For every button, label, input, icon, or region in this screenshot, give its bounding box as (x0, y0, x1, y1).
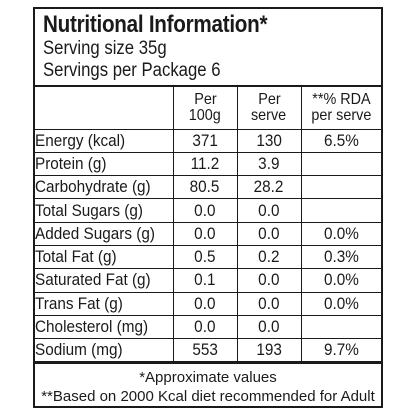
footnote-approximate: *Approximate values (139, 369, 277, 386)
nutrient-name: Total Fat (g) (35, 244, 174, 270)
table-row: Carbohydrate (g) 80.5 28.2 (35, 175, 381, 200)
header-rda: **% RDA per serve (300, 87, 381, 130)
value-rda (300, 175, 381, 200)
value-per-100g: 0.0 (172, 291, 238, 316)
value-rda: 0.0% (300, 268, 381, 293)
servings-per-package: Servings per Package 6 (43, 60, 221, 81)
header-per-serve: Per serve (236, 87, 302, 130)
value-rda: 6.5% (300, 128, 381, 153)
value-per-100g: 0.0 (172, 221, 238, 246)
value-per-serve: 28.2 (236, 175, 302, 200)
nutrient-name: Sodium (mg) (35, 338, 174, 363)
table-header-row: Per 100g Per serve **% RDA per serve (35, 87, 381, 130)
nutrient-name: Total Sugars (g) (35, 198, 174, 223)
value-per-serve: 3.9 (236, 151, 302, 177)
value-per-100g: 0.0 (172, 198, 238, 223)
value-per-serve: 0.0 (236, 198, 302, 223)
value-per-serve: 130 (236, 128, 302, 153)
header-per-100g: Per 100g (172, 87, 238, 130)
value-per-serve: 0.0 (236, 291, 302, 316)
value-rda: 0.0% (300, 221, 381, 246)
nutrient-name: Added Sugars (g) (35, 221, 174, 246)
table-row: Sodium (mg) 553 193 9.7% (35, 338, 381, 363)
nutrient-name: Trans Fat (g) (35, 291, 174, 316)
value-rda: 9.7% (300, 338, 381, 363)
nutrition-table: Per 100g Per serve **% RDA per serve Ene… (35, 87, 381, 363)
value-per-100g: 553 (172, 338, 238, 363)
table-row: Total Fat (g) 0.5 0.2 0.3% (35, 244, 381, 270)
footnote-rda-basis: **Based on 2000 Kcal diet recommended fo… (41, 388, 375, 405)
panel-footer: *Approximate values **Based on 2000 Kcal… (35, 362, 381, 406)
value-per-100g: 0.5 (172, 244, 238, 270)
value-rda: 0.0% (300, 291, 381, 316)
table-row: Energy (kcal) 371 130 6.5% (35, 128, 381, 153)
nutrient-name: Energy (kcal) (35, 128, 174, 153)
value-rda (300, 314, 381, 340)
table-body: Energy (kcal) 371 130 6.5% Protein (g) 11.2 3.… (35, 128, 381, 363)
value-per-100g: 371 (172, 128, 238, 153)
nutrient-name: Carbohydrate (g) (35, 175, 174, 200)
value-rda: 0.3% (300, 244, 381, 270)
value-per-serve: 0.0 (236, 268, 302, 293)
table-row: Cholesterol (mg) 0.0 0.0 (35, 314, 381, 340)
value-rda (300, 151, 381, 177)
value-per-100g: 80.5 (172, 175, 238, 200)
value-per-serve: 0.0 (236, 314, 302, 340)
value-per-serve: 0.0 (236, 221, 302, 246)
value-rda (300, 198, 381, 223)
panel-title: Nutritional Information* (43, 11, 268, 38)
nutrient-name: Protein (g) (35, 151, 174, 177)
value-per-100g: 0.0 (172, 314, 238, 340)
nutrient-name: Saturated Fat (g) (35, 268, 174, 293)
panel-header: Nutritional Information* Serving size 35… (35, 9, 381, 87)
header-nutrient (35, 87, 174, 130)
nutrition-panel: Nutritional Information* Serving size 35… (33, 7, 383, 408)
value-per-100g: 0.1 (172, 268, 238, 293)
value-per-serve: 0.2 (236, 244, 302, 270)
serving-size: Serving size 35g (43, 38, 167, 59)
table-row: Saturated Fat (g) 0.1 0.0 0.0% (35, 268, 381, 293)
table-row: Trans Fat (g) 0.0 0.0 0.0% (35, 291, 381, 316)
table-row: Total Sugars (g) 0.0 0.0 (35, 198, 381, 223)
nutrient-name: Cholesterol (mg) (35, 314, 174, 340)
table-row: Added Sugars (g) 0.0 0.0 0.0% (35, 221, 381, 246)
value-per-serve: 193 (236, 338, 302, 363)
table-row: Protein (g) 11.2 3.9 (35, 151, 381, 177)
value-per-100g: 11.2 (172, 151, 238, 177)
